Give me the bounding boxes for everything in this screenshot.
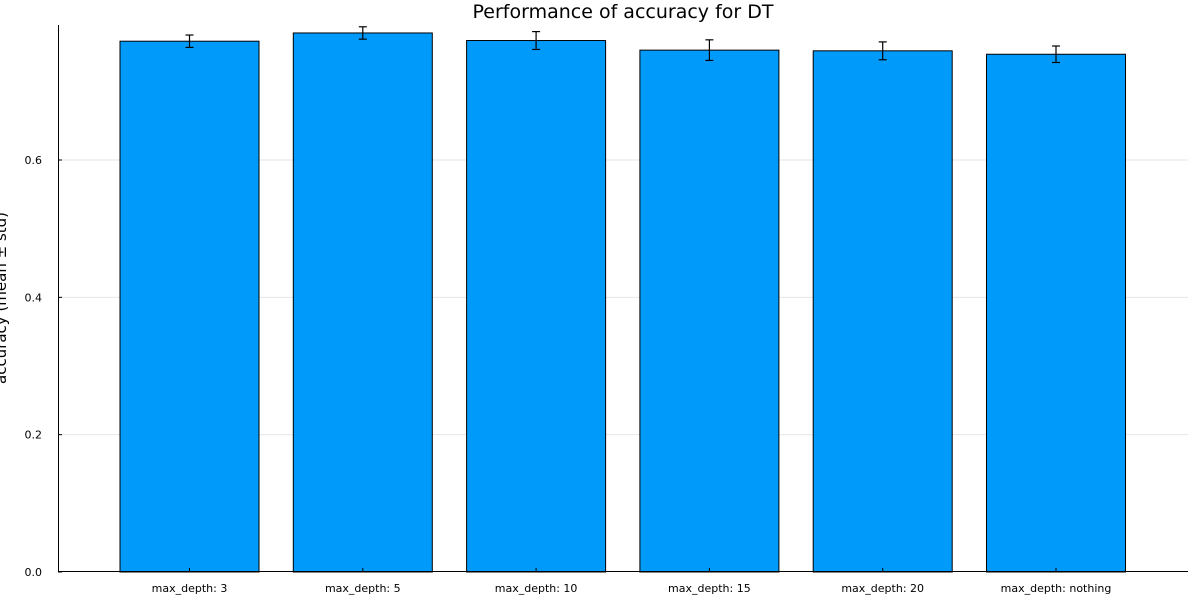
- x-tick-label: max_depth: 10: [495, 582, 578, 595]
- x-tick-label: max_depth: nothing: [1001, 582, 1112, 595]
- y-tick-label: 0.2: [25, 429, 43, 442]
- x-tick-label: max_depth: 20: [841, 582, 924, 595]
- bar: [812, 50, 953, 573]
- bar: [986, 53, 1126, 573]
- bar: [466, 40, 607, 573]
- y-axis-label: accuracy (mean ± std): [0, 212, 10, 384]
- x-tick-label: max_depth: 15: [668, 582, 751, 595]
- bar: [639, 49, 780, 573]
- y-tick-label: 0.0: [25, 566, 43, 579]
- y-tick-label: 0.4: [25, 291, 43, 304]
- chart-title: Performance of accuracy for DT: [473, 1, 774, 23]
- bars: [119, 32, 1126, 573]
- x-tick-labels: max_depth: 3 max_depth: 5 max_depth: 10 max…: [152, 568, 1112, 595]
- y-tick-labels: 0.0 0.2 0.4 0.6: [25, 154, 62, 579]
- x-tick-label: max_depth: 5: [325, 582, 401, 595]
- bar: [292, 32, 433, 573]
- axes: [58, 25, 1188, 572]
- bar: [119, 40, 260, 573]
- x-tick-label: max_depth: 3: [152, 582, 228, 595]
- error-bars: [185, 26, 1060, 64]
- y-tick-label: 0.6: [25, 154, 43, 167]
